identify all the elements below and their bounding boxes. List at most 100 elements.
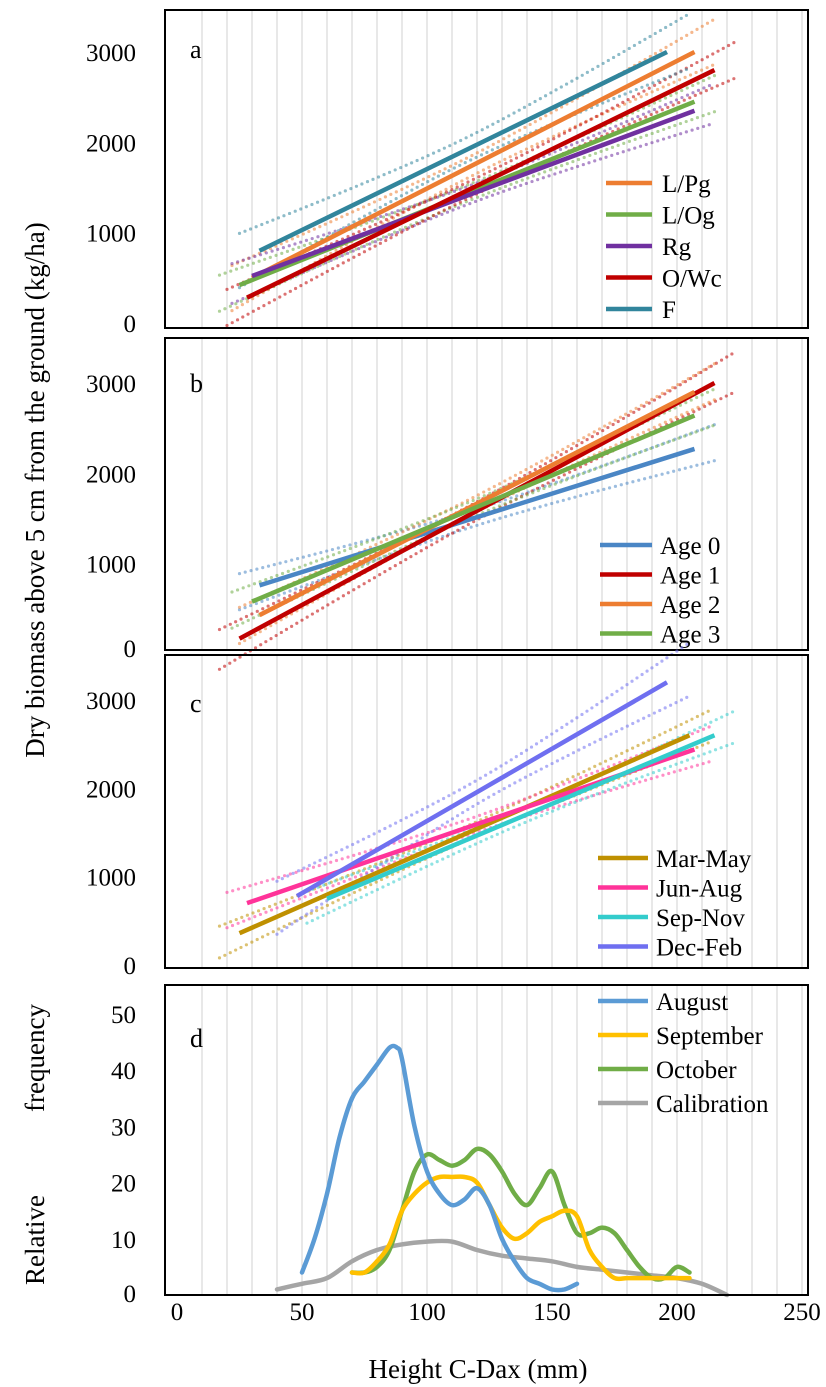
legend-label: L/Pg bbox=[662, 171, 711, 198]
confidence-band-upper bbox=[230, 387, 717, 594]
legend-label: Jun-Aug bbox=[656, 876, 743, 903]
legend-label: Sep-Nov bbox=[656, 905, 745, 932]
regression-line bbox=[246, 68, 716, 300]
legend-label: O/Wc bbox=[662, 266, 722, 293]
y-tick-label: 50 bbox=[111, 1002, 136, 1029]
x-axis-title: Height C-Dax (mm) bbox=[369, 1354, 588, 1384]
y-tick-label: 0 bbox=[124, 311, 137, 338]
y-tick-label: 3000 bbox=[86, 40, 136, 67]
y-tick-label: 40 bbox=[111, 1058, 136, 1085]
x-tick-label: 100 bbox=[408, 1299, 446, 1326]
legend-label: Dec-Feb bbox=[656, 935, 742, 962]
y-tick-label: 2000 bbox=[86, 130, 136, 157]
panel-frame bbox=[164, 9, 809, 329]
panel-frame bbox=[164, 337, 809, 651]
y-tick-label: 2000 bbox=[86, 776, 136, 803]
frequency-curve bbox=[274, 1238, 730, 1298]
legend-label: Mar-May bbox=[656, 846, 752, 873]
confidence-band-upper bbox=[217, 709, 712, 928]
legend-label: L/Og bbox=[662, 203, 715, 230]
y-tick-label: 3000 bbox=[86, 371, 136, 398]
legend-label: October bbox=[656, 1057, 737, 1084]
confidence-band-upper bbox=[230, 81, 717, 266]
y-tick-label: 10 bbox=[111, 1227, 136, 1254]
y-tick-label: 1000 bbox=[86, 865, 136, 892]
y-tick-label: 3000 bbox=[86, 688, 136, 715]
legend-label: Age 2 bbox=[660, 592, 720, 619]
legend-label: Age 0 bbox=[660, 533, 720, 560]
y-tick-labels: 0 1000 2000 3000 bbox=[86, 371, 136, 663]
regression-line bbox=[251, 108, 696, 279]
x-tick-label: 50 bbox=[290, 1299, 315, 1326]
y-axis-title-d-top: frequency bbox=[20, 1004, 50, 1112]
y-tick-label: 0 bbox=[124, 1281, 137, 1308]
regression-line bbox=[250, 49, 696, 280]
frequency-curve bbox=[299, 1043, 580, 1293]
confidence-band-lower bbox=[305, 741, 737, 925]
confidence-band-lower bbox=[230, 62, 717, 313]
confidence-band-lower bbox=[230, 121, 717, 305]
x-tick-labels: 0 50 100 150 200 250 bbox=[171, 1299, 821, 1326]
confidence-band-upper bbox=[237, 362, 717, 609]
legend-label: September bbox=[656, 1023, 764, 1050]
regression-line bbox=[251, 413, 696, 604]
y-tick-label: 30 bbox=[111, 1114, 136, 1141]
regression-line bbox=[258, 49, 668, 253]
panel-d: 0 10 20 30 40 50 d August September October Calibr… bbox=[111, 984, 809, 1308]
regression-line bbox=[258, 390, 696, 618]
y-axis-title: Dry biomass above 5 cm from the ground (… bbox=[20, 222, 50, 757]
legend-label: F bbox=[662, 297, 676, 324]
x-tick-label: 150 bbox=[533, 1299, 571, 1326]
y-tick-label: 0 bbox=[124, 636, 137, 663]
regression-line bbox=[295, 680, 669, 899]
panel-letter: b bbox=[190, 369, 203, 398]
y-tick-label: 1000 bbox=[86, 221, 136, 248]
legend-label: Age 1 bbox=[660, 563, 720, 590]
panel-a: 0 1000 2000 3000 a L/Pg L/Og Rg O/Wc F bbox=[86, 9, 809, 338]
y-axis-title-d-bottom: Relative bbox=[20, 1195, 50, 1285]
regression-line bbox=[258, 446, 696, 588]
confidence-band-upper bbox=[225, 723, 717, 894]
legend-label: August bbox=[656, 989, 728, 1016]
series-group bbox=[217, 642, 737, 960]
frequency-curve bbox=[349, 1146, 692, 1282]
panel-letter: c bbox=[190, 689, 202, 718]
x-tick-label: 250 bbox=[783, 1299, 821, 1326]
panel-letter: a bbox=[190, 35, 202, 64]
confidence-band-lower bbox=[230, 423, 717, 630]
confidence-band-lower bbox=[275, 695, 689, 936]
panel-frame bbox=[164, 984, 809, 1296]
regression-line bbox=[238, 733, 691, 936]
legend-label: Rg bbox=[662, 234, 692, 261]
frequency-curve bbox=[349, 1174, 692, 1282]
confidence-band-lower bbox=[225, 758, 717, 930]
y-tick-label: 0 bbox=[124, 953, 137, 980]
x-tick-label: 0 bbox=[171, 1299, 184, 1326]
y-tick-label: 20 bbox=[111, 1171, 136, 1198]
gridlines bbox=[201, 656, 803, 967]
y-tick-label: 1000 bbox=[86, 552, 136, 579]
y-tick-labels: 0 1000 2000 3000 bbox=[86, 40, 136, 338]
regression-line bbox=[238, 381, 716, 641]
series-group bbox=[217, 350, 737, 671]
legend-label: Age 3 bbox=[660, 622, 720, 649]
series-group bbox=[217, 13, 737, 328]
confidence-band-upper bbox=[237, 13, 689, 235]
panel-letter: d bbox=[190, 1024, 203, 1053]
confidence-band-lower bbox=[237, 459, 717, 612]
legend: L/Pg L/Og Rg O/Wc F bbox=[606, 171, 722, 324]
regression-line bbox=[326, 733, 716, 901]
confidence-band-lower bbox=[217, 110, 717, 313]
y-tick-labels: 0 1000 2000 3000 bbox=[86, 688, 136, 980]
series-group bbox=[274, 1043, 730, 1298]
legend-label: Calibration bbox=[656, 1091, 769, 1118]
legend: August September October Calibration bbox=[598, 989, 769, 1118]
confidence-band-upper bbox=[217, 74, 717, 277]
y-tick-label: 2000 bbox=[86, 461, 136, 488]
y-tick-labels: 0 10 20 30 40 50 bbox=[111, 1002, 136, 1308]
